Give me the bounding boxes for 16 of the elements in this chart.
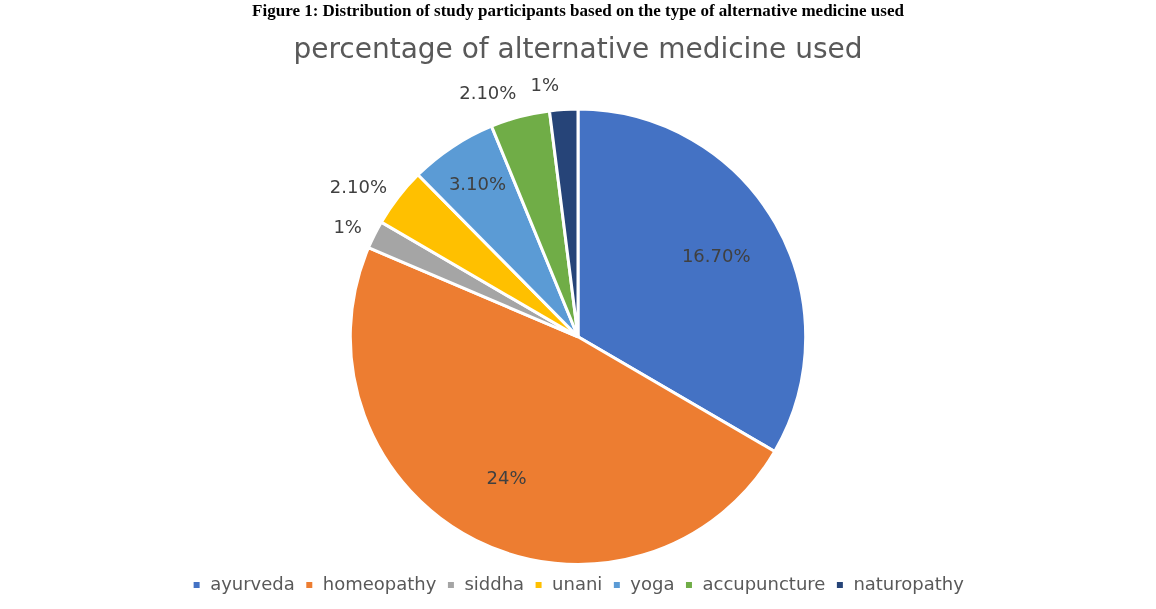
caption: Figure 1: Distribution of study participants based on the type of alternative medicine used xyxy=(251,0,905,22)
data-label: 24% xyxy=(486,466,527,488)
data-label: 1% xyxy=(333,216,362,238)
legend-label: homeopathy xyxy=(322,572,437,594)
legend-label: siddha xyxy=(464,572,525,594)
data-label: 3.10% xyxy=(448,172,507,194)
legend-label: ayurveda xyxy=(210,572,295,594)
data-label: 16.70% xyxy=(681,245,751,267)
data-label: 1% xyxy=(530,74,560,96)
legend-label: yoga xyxy=(630,572,675,594)
data-label: 2.10% xyxy=(329,176,388,198)
legend-label: unani xyxy=(552,572,603,594)
legend-label: accupuncture xyxy=(702,572,826,594)
data-label: 2.10% xyxy=(459,81,517,103)
legend-label: naturopathy xyxy=(853,572,965,594)
chart-title: percentage of alternative medicine used xyxy=(293,32,863,66)
